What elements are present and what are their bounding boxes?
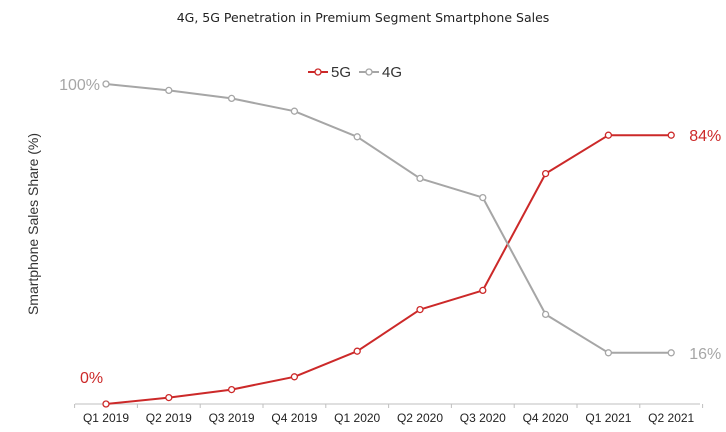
x-axis-ticks: Q1 2019 Q2 2019 Q3 2019 Q4 2019 Q1 2020 Q2 20… — [74, 404, 704, 425]
data-point-5g — [479, 286, 487, 295]
data-point-5g — [416, 305, 424, 314]
data-point-5g — [102, 400, 110, 408]
series-line-4g — [105, 83, 672, 354]
x-tick-label: Q1 2021 — [585, 411, 631, 425]
x-tick-label: Q4 2020 — [523, 411, 569, 425]
chart-title: 4G, 5G Penetration in Premium Segment Sm… — [177, 10, 550, 25]
x-tick-label: Q2 2019 — [146, 411, 192, 425]
data-point-4g — [604, 349, 613, 357]
legend-label: 4G — [382, 64, 402, 81]
data-point-5g — [667, 131, 675, 139]
series-line-5g — [105, 134, 672, 405]
x-tick-label: Q3 2020 — [460, 411, 506, 425]
data-point-4g — [290, 107, 299, 115]
value-annotation: 16% — [689, 346, 721, 363]
annotations: 100% 0% 84% 16% — [59, 77, 721, 387]
value-annotation: 84% — [689, 128, 721, 145]
data-point-5g — [290, 373, 299, 381]
value-annotation: 100% — [59, 77, 100, 94]
data-point-5g — [541, 169, 550, 178]
data-point-4g — [416, 174, 424, 183]
data-point-5g — [165, 393, 173, 402]
data-point-4g — [353, 133, 361, 141]
data-point-5g — [604, 131, 613, 139]
legend-marker — [365, 68, 373, 76]
value-annotation: 0% — [80, 370, 103, 387]
x-tick-label: Q2 2020 — [397, 411, 443, 425]
legend-item-5g: 5G — [308, 64, 351, 81]
x-tick-label: Q1 2020 — [334, 411, 380, 425]
data-point-5g — [353, 347, 361, 355]
data-point-4g — [227, 94, 236, 103]
series-5g — [102, 131, 675, 408]
series-4g — [102, 80, 675, 357]
legend-marker — [314, 68, 322, 76]
x-tick-label: Q1 2019 — [83, 411, 129, 425]
legend-label: 5G — [331, 64, 351, 81]
y-axis-label: Smartphone Sales Share (%) — [25, 133, 41, 315]
data-point-4g — [165, 86, 173, 95]
x-tick-label: Q2 2021 — [648, 411, 694, 425]
data-point-4g — [667, 349, 675, 357]
x-tick-label: Q3 2019 — [209, 411, 255, 425]
data-point-4g — [479, 193, 487, 202]
data-point-4g — [102, 80, 110, 88]
series-group — [102, 80, 675, 408]
data-point-4g — [541, 310, 550, 319]
data-point-5g — [227, 385, 236, 394]
legend: 5G 4G — [308, 64, 402, 81]
legend-item-4g: 4G — [359, 64, 402, 81]
x-tick-label: Q4 2019 — [271, 411, 317, 425]
